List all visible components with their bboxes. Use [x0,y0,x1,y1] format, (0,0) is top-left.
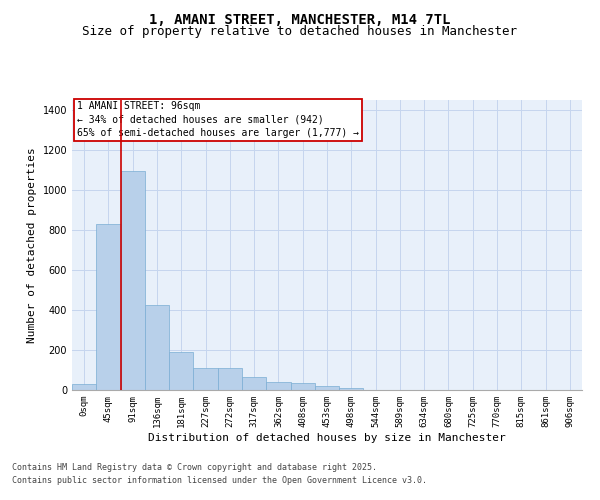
Text: Contains public sector information licensed under the Open Government Licence v3: Contains public sector information licen… [12,476,427,485]
Text: Size of property relative to detached houses in Manchester: Size of property relative to detached ho… [83,25,517,38]
Bar [169,352,193,390]
Text: 1, AMANI STREET, MANCHESTER, M14 7TL: 1, AMANI STREET, MANCHESTER, M14 7TL [149,12,451,26]
X-axis label: Distribution of detached houses by size in Manchester: Distribution of detached houses by size … [148,432,506,442]
Text: Contains HM Land Registry data © Crown copyright and database right 2025.: Contains HM Land Registry data © Crown c… [12,464,377,472]
Bar [193,368,218,390]
Bar [339,388,364,390]
Bar [218,368,242,390]
Bar [145,305,169,390]
Bar [121,171,145,390]
Bar [96,224,121,390]
Bar [72,384,96,390]
Bar [290,383,315,390]
Y-axis label: Number of detached properties: Number of detached properties [27,147,37,343]
Text: 1 AMANI STREET: 96sqm
← 34% of detached houses are smaller (942)
65% of semi-det: 1 AMANI STREET: 96sqm ← 34% of detached … [77,102,359,138]
Bar [315,386,339,390]
Bar [242,377,266,390]
Bar [266,382,290,390]
